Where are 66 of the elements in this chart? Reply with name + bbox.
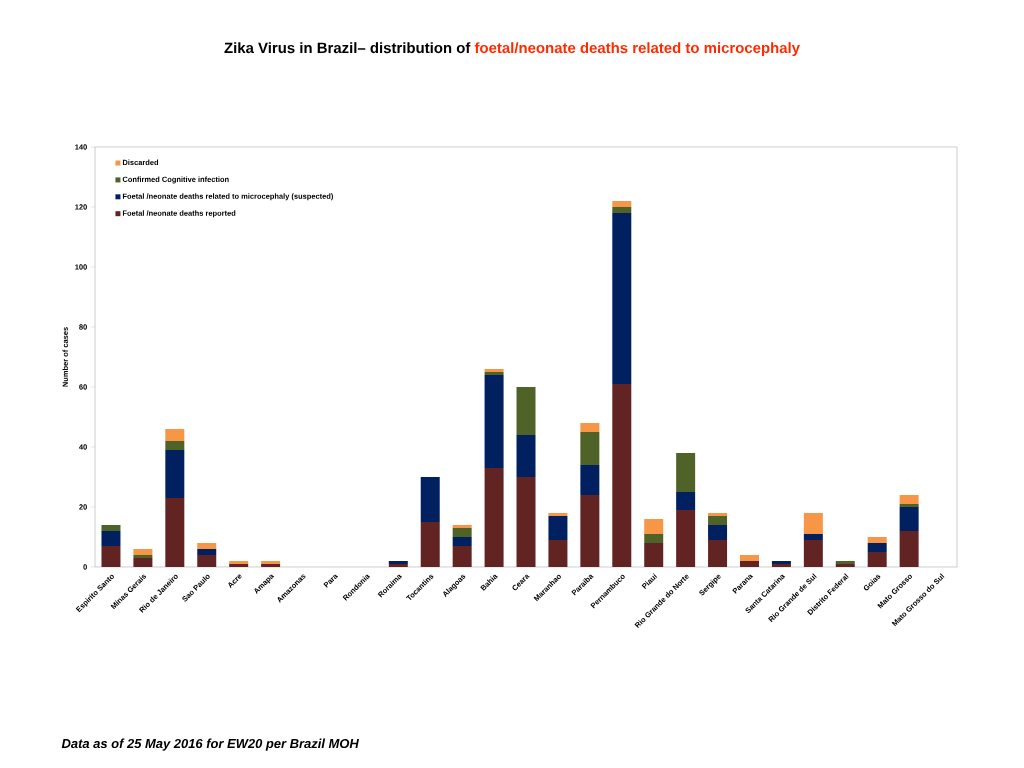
bar	[229, 560, 249, 564]
bar	[708, 539, 728, 567]
bar	[612, 206, 632, 213]
bar	[133, 554, 153, 558]
bar	[484, 467, 504, 567]
bar	[899, 530, 919, 567]
bar	[612, 200, 632, 207]
bar	[133, 557, 153, 567]
bar	[899, 503, 919, 507]
bar	[548, 539, 568, 567]
bar	[101, 530, 121, 546]
bar	[516, 434, 536, 477]
bar	[867, 551, 887, 567]
bar	[197, 542, 217, 549]
bar	[484, 374, 504, 468]
bar	[580, 422, 600, 432]
bar	[261, 560, 281, 564]
bar	[899, 506, 919, 531]
bar	[452, 527, 472, 537]
bar	[165, 449, 185, 498]
bar	[580, 464, 600, 495]
bar	[548, 515, 568, 540]
bar	[676, 509, 696, 567]
bar	[580, 494, 600, 567]
bar	[165, 428, 185, 441]
bar	[388, 560, 408, 564]
bar	[452, 545, 472, 567]
bar	[644, 518, 664, 534]
bar	[676, 452, 696, 492]
bar	[548, 512, 568, 516]
bar	[452, 524, 472, 528]
bar	[420, 476, 440, 522]
bar	[835, 560, 855, 564]
bar	[803, 512, 823, 534]
text: Data as of 25 May 2016 for EW20 per Brazil MOH	[61, 738, 359, 751]
bar	[452, 536, 472, 546]
bar	[644, 542, 664, 567]
bar	[803, 539, 823, 567]
chart-subtitle: foetal/neonate deaths related to microcephaly	[474, 42, 800, 57]
bar	[420, 521, 440, 567]
bar	[899, 494, 919, 504]
bar	[708, 524, 728, 540]
bar	[676, 491, 696, 510]
bar	[867, 536, 887, 543]
bar	[165, 497, 185, 567]
bar	[101, 545, 121, 567]
bar	[197, 548, 217, 555]
bar	[197, 554, 217, 567]
bar	[484, 368, 504, 372]
bar	[739, 560, 759, 567]
chart-title: Zika Virus in Brazil– distribution of	[224, 42, 471, 54]
bar	[867, 542, 887, 552]
bar	[708, 512, 728, 516]
bar	[612, 383, 632, 567]
bar	[803, 533, 823, 540]
bar	[708, 515, 728, 525]
bar	[165, 440, 185, 450]
bar	[771, 560, 791, 564]
bar	[580, 431, 600, 465]
bar	[516, 476, 536, 567]
bar	[133, 548, 153, 555]
bar	[516, 386, 536, 435]
bar	[101, 524, 121, 531]
bar	[612, 212, 632, 384]
bar	[739, 554, 759, 561]
bar	[644, 533, 664, 543]
